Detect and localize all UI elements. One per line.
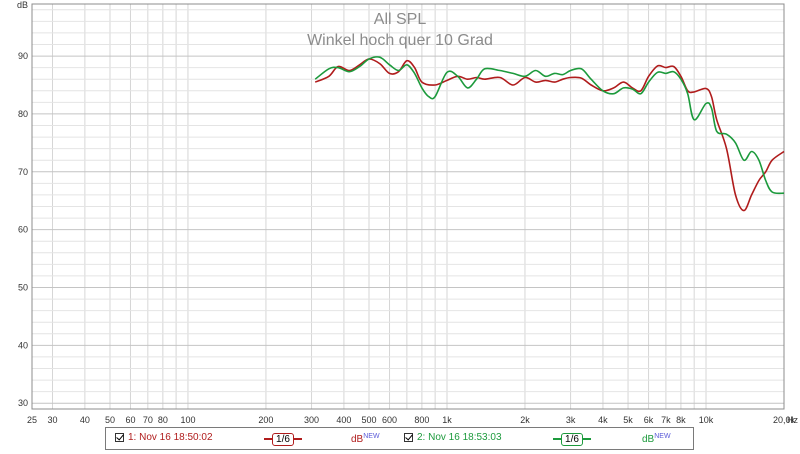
unit-label-2: dB bbox=[642, 434, 655, 445]
legend-unit-2[interactable]: dBNEW bbox=[642, 433, 671, 445]
y-tick-label: 90 bbox=[18, 51, 28, 61]
x-axis-ticks: 25 30 40 50 60 70 80 100 200 300 400 500 600 800 1k 2k 3… bbox=[27, 415, 796, 425]
chart-grid bbox=[32, 4, 785, 409]
x-tick-label: 5k bbox=[623, 415, 633, 425]
y-tick-label: 60 bbox=[18, 225, 28, 235]
unit-label-1: dB bbox=[351, 434, 364, 445]
x-tick-label: 10k bbox=[699, 415, 714, 425]
smoothing-line-icon bbox=[264, 438, 272, 440]
y-tick-label: 70 bbox=[18, 167, 28, 177]
x-tick-label: 60 bbox=[125, 415, 135, 425]
x-tick-label: 2k bbox=[520, 415, 530, 425]
series-line-1 bbox=[314, 58, 785, 212]
chart-subtitle: Winkel hoch quer 10 Grad bbox=[307, 32, 493, 49]
x-tick-label: 25 bbox=[27, 415, 37, 425]
unit-sup-2: NEW bbox=[654, 433, 671, 440]
x-tick-label: 3k bbox=[566, 415, 576, 425]
x-tick-label: 100 bbox=[180, 415, 195, 425]
smoothing-control-2[interactable]: 1/6 bbox=[553, 431, 591, 447]
y-axis-ticks: 30 40 50 60 70 80 90 bbox=[18, 51, 28, 408]
y-tick-label: 80 bbox=[18, 109, 28, 119]
x-tick-label: 800 bbox=[414, 415, 429, 425]
legend-checkbox-2[interactable] bbox=[404, 433, 413, 442]
plot-frame bbox=[31, 3, 785, 410]
x-tick-label: 300 bbox=[304, 415, 319, 425]
x-tick-label: 80 bbox=[158, 415, 168, 425]
y-tick-label: 40 bbox=[18, 340, 28, 350]
x-tick-label: 40 bbox=[80, 415, 90, 425]
x-tick-label: 8k bbox=[676, 415, 686, 425]
x-tick-label: 70 bbox=[143, 415, 153, 425]
x-tick-label: 4k bbox=[598, 415, 608, 425]
smoothing-control-1[interactable]: 1/6 bbox=[264, 431, 302, 447]
legend-label-1: 1: Nov 16 18:50:02 bbox=[128, 432, 213, 443]
x-tick-label: 6k bbox=[644, 415, 654, 425]
legend-item-1[interactable]: 1: Nov 16 18:50:02 bbox=[115, 432, 213, 443]
unit-sup-1: NEW bbox=[363, 433, 380, 440]
y-tick-label: 50 bbox=[18, 283, 28, 293]
x-tick-label: 1k bbox=[442, 415, 452, 425]
legend-label-2: 2: Nov 16 18:53:03 bbox=[417, 432, 502, 443]
x-tick-label: 7k bbox=[661, 415, 671, 425]
smoothing-line-icon bbox=[583, 438, 591, 440]
y-tick-label: 30 bbox=[18, 398, 28, 408]
legend-item-2[interactable]: 2: Nov 16 18:53:03 bbox=[404, 432, 502, 443]
smoothing-line-icon bbox=[553, 438, 561, 440]
x-tick-label: 500 bbox=[361, 415, 376, 425]
x-tick-label: 600 bbox=[382, 415, 397, 425]
smoothing-value-1[interactable]: 1/6 bbox=[272, 432, 294, 446]
x-tick-label: 20,0k bbox=[773, 415, 796, 425]
series-lines bbox=[314, 56, 785, 212]
chart-title: All SPL bbox=[374, 11, 427, 28]
x-tick-label: 200 bbox=[258, 415, 273, 425]
x-tick-label: 50 bbox=[105, 415, 115, 425]
x-axis-unit: Hz bbox=[787, 415, 798, 425]
legend-checkbox-1[interactable] bbox=[115, 433, 124, 442]
x-tick-label: 30 bbox=[48, 415, 58, 425]
y-axis-label: dB bbox=[17, 0, 28, 10]
series-line-2 bbox=[314, 56, 785, 195]
smoothing-line-icon bbox=[294, 438, 302, 440]
smoothing-value-2[interactable]: 1/6 bbox=[561, 432, 583, 446]
legend-bar: 1: Nov 16 18:50:02 1/6 dBNEW 2: Nov 16 1… bbox=[105, 427, 694, 450]
x-tick-label: 400 bbox=[336, 415, 351, 425]
legend-unit-1[interactable]: dBNEW bbox=[351, 433, 380, 445]
